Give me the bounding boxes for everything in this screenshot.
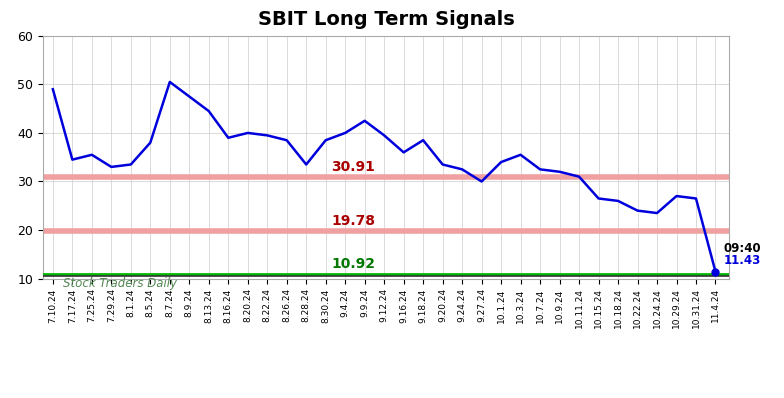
Title: SBIT Long Term Signals: SBIT Long Term Signals — [258, 10, 514, 29]
Text: 09:40: 09:40 — [724, 242, 761, 255]
Text: 11.43: 11.43 — [724, 254, 760, 267]
Text: 10.92: 10.92 — [331, 257, 375, 271]
Text: Stock Traders Daily: Stock Traders Daily — [63, 277, 176, 290]
Text: 30.91: 30.91 — [331, 160, 375, 174]
Text: 19.78: 19.78 — [331, 214, 375, 228]
